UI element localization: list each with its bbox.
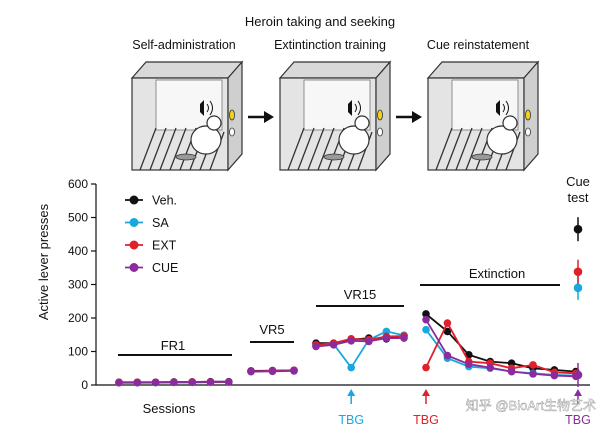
cue-test-point xyxy=(573,370,583,380)
tbg-label: TBG xyxy=(565,413,591,427)
data-point xyxy=(268,367,277,376)
x-axis-label: Sessions xyxy=(143,401,196,416)
data-point xyxy=(290,367,298,375)
data-point xyxy=(422,315,430,324)
tbg-arrowhead xyxy=(422,389,430,396)
tbg-arrowhead xyxy=(574,389,582,396)
cue-test-point xyxy=(573,283,583,293)
y-tick-label: 100 xyxy=(68,345,88,359)
tbg-label: TBG xyxy=(413,413,439,427)
legend-label: SA xyxy=(152,216,169,230)
legend-label: Veh. xyxy=(152,194,177,208)
data-point xyxy=(347,363,356,372)
data-point xyxy=(400,334,408,342)
y-tick-label: 600 xyxy=(68,177,88,191)
data-point xyxy=(529,361,537,369)
legend-label: CUE xyxy=(152,261,178,275)
cue-test-label: Cue xyxy=(566,174,590,189)
data-point xyxy=(529,370,537,378)
operant-chamber-illustration xyxy=(279,61,391,171)
series-cue xyxy=(115,315,583,387)
operant-chamber-illustration xyxy=(427,61,539,171)
data-point xyxy=(170,378,178,387)
data-point xyxy=(422,325,430,334)
y-tick-label: 500 xyxy=(68,211,88,225)
tbg-arrowhead xyxy=(347,389,356,396)
data-point xyxy=(443,327,452,336)
y-tick-label: 0 xyxy=(81,378,88,392)
data-point xyxy=(507,367,516,376)
y-axis-label: Active lever presses xyxy=(36,203,51,320)
y-tick-label: 300 xyxy=(68,278,88,292)
legend-swatch-marker xyxy=(129,195,139,205)
data-point xyxy=(443,351,452,360)
data-point xyxy=(188,378,196,387)
legend-label: EXT xyxy=(152,239,177,253)
data-point xyxy=(247,367,255,376)
panel-label-cue-reinstatement: Cue reinstatement xyxy=(427,38,530,52)
y-tick-label: 200 xyxy=(68,311,88,325)
cue-test-point xyxy=(573,267,583,277)
data-point xyxy=(206,378,215,386)
data-point xyxy=(329,341,338,349)
phase-label: VR15 xyxy=(344,287,377,302)
legend-swatch-marker xyxy=(129,240,139,250)
data-point xyxy=(115,378,123,387)
schematic-arrows xyxy=(248,111,422,123)
data-point xyxy=(133,378,142,387)
data-point xyxy=(443,319,452,327)
cue-test-label: test xyxy=(568,190,589,205)
figure-title: Heroin taking and seeking xyxy=(245,14,395,29)
operant-chamber-illustration xyxy=(130,60,244,172)
phase-label: Extinction xyxy=(469,266,525,281)
chart-series xyxy=(115,217,583,387)
tbg-label: TBG xyxy=(338,413,364,427)
legend-swatch-marker xyxy=(129,218,139,227)
data-point xyxy=(151,378,160,387)
data-point xyxy=(486,363,495,372)
panel-label-extinction-training: Extintinction training xyxy=(274,38,386,52)
data-point xyxy=(347,336,356,345)
data-point xyxy=(365,337,373,346)
legend-swatch-marker xyxy=(129,263,139,272)
data-point xyxy=(465,360,473,369)
data-point xyxy=(382,334,391,342)
phase-label: VR5 xyxy=(259,322,284,337)
y-tick-label: 400 xyxy=(68,244,88,258)
phase-label: FR1 xyxy=(161,338,186,353)
data-point xyxy=(422,363,430,372)
legend: Veh. SA EXT CUE xyxy=(125,194,178,275)
data-point xyxy=(550,371,559,380)
chart-axes: 0 100 200 300 400 500 600 xyxy=(68,177,590,392)
watermark: 知乎 @BioArt生物艺术 xyxy=(466,398,596,413)
cue-test-point xyxy=(573,224,583,234)
data-point xyxy=(225,378,233,386)
panel-label-self-administration: Self-administration xyxy=(132,38,236,52)
data-point xyxy=(312,342,320,351)
data-point xyxy=(422,310,430,318)
